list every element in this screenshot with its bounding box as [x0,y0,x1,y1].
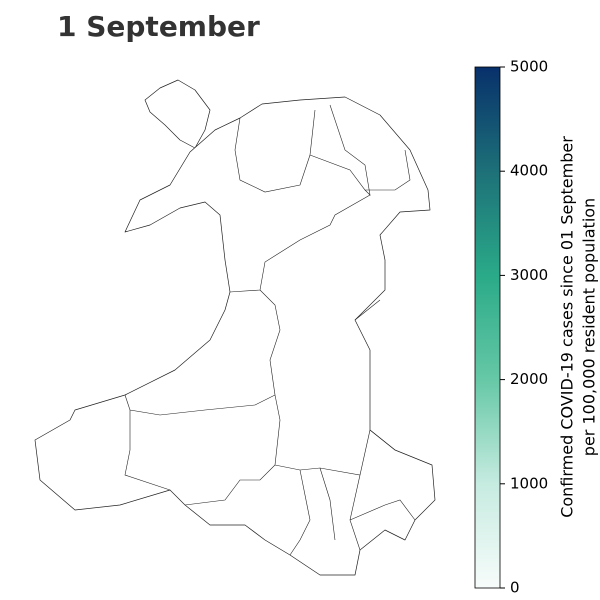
wales-mainland [34,96,436,576]
map [34,79,436,576]
colorbar-gradient [474,66,501,589]
colorbar-label: per 100,000 resident population [580,198,599,456]
title: 1 September [57,10,260,43]
colorbar-tick-label: 2000 [510,370,548,388]
colorbar-label: Confirmed COVID-19 cases since 01 Septem… [558,136,577,518]
colorbar-tick-label: 5000 [510,58,548,76]
anglesey [144,79,211,149]
colorbar-tick-label: 1000 [510,474,548,492]
colorbar-tick-label: 0 [510,579,520,597]
colorbar-tick-label: 4000 [510,162,548,180]
colorbar-tick-label: 3000 [510,266,548,284]
boundaries [124,104,416,556]
colorbar [474,66,501,589]
